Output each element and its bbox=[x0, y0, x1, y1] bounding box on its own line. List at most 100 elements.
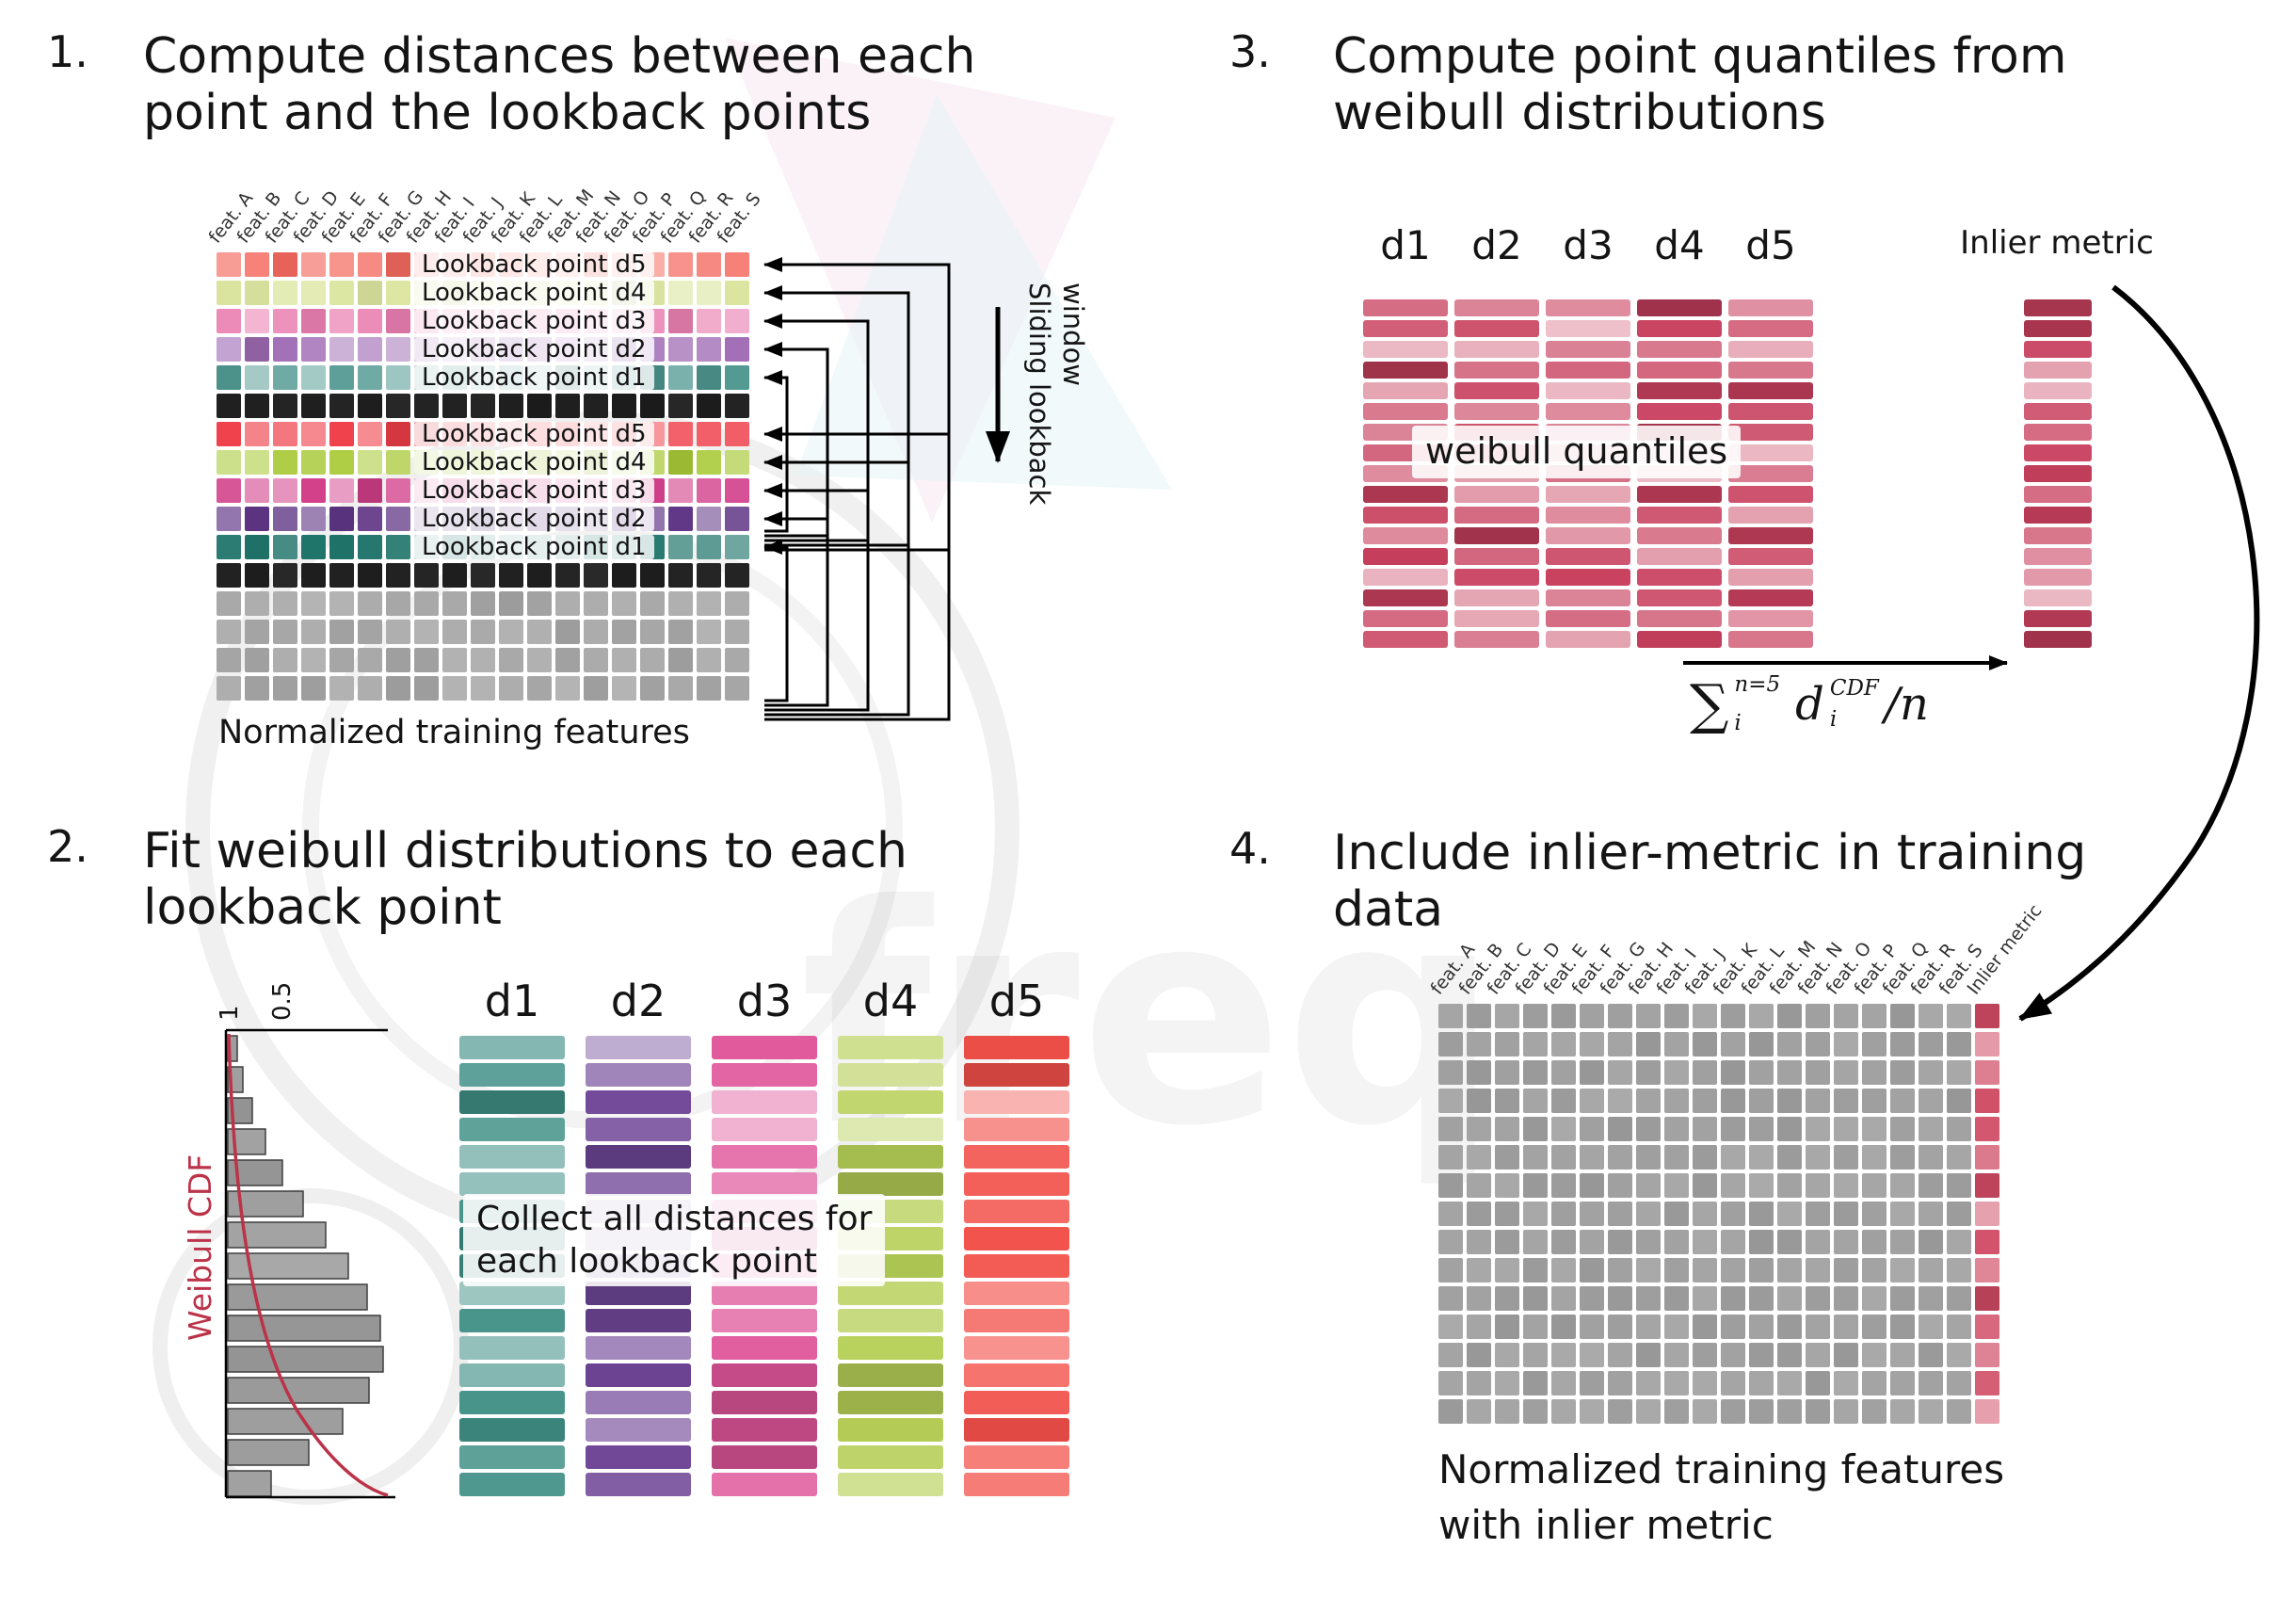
feature-cell bbox=[1467, 1202, 1491, 1226]
quantile-bar bbox=[1637, 299, 1722, 316]
feature-cell bbox=[1495, 1258, 1519, 1282]
feature-cell bbox=[217, 535, 241, 559]
step-2-number: 2. bbox=[47, 821, 88, 872]
feature-cell bbox=[1919, 1258, 1943, 1282]
feature-cell bbox=[1862, 1315, 1887, 1339]
training-with-inlier-caption: Normalized training features with inlier… bbox=[1438, 1446, 2005, 1548]
feature-cell bbox=[1721, 1371, 1745, 1395]
feature-cell bbox=[245, 337, 269, 362]
feature-cell bbox=[442, 676, 467, 701]
feature-cell bbox=[1919, 1004, 1943, 1028]
quantile-column-header: d5 bbox=[1745, 222, 1796, 268]
feature-cell bbox=[358, 450, 382, 475]
feature-cell bbox=[1523, 1315, 1548, 1339]
feature-cell bbox=[1438, 1230, 1463, 1254]
feature-cell bbox=[1551, 1089, 1576, 1113]
feature-cell bbox=[1834, 1060, 1858, 1085]
feature-cell bbox=[499, 620, 523, 644]
distance-bar bbox=[459, 1336, 565, 1360]
inlier-bar bbox=[2024, 299, 2092, 316]
feature-cell bbox=[1664, 1173, 1689, 1198]
distance-column-header: d1 bbox=[484, 976, 540, 1026]
feature-cell bbox=[1806, 1173, 1830, 1198]
quantile-bar bbox=[1546, 486, 1630, 503]
lookback-row-label: Lookback point d3 bbox=[414, 478, 654, 503]
feature-cell bbox=[1777, 1230, 1802, 1254]
feature-cell bbox=[1919, 1230, 1943, 1254]
histogram-bar bbox=[227, 1346, 384, 1373]
feature-cell bbox=[217, 252, 241, 277]
feature-cell bbox=[273, 535, 297, 559]
quantile-bar bbox=[1546, 548, 1630, 565]
distance-bar bbox=[459, 1445, 565, 1469]
feature-cell bbox=[640, 648, 665, 672]
feature-cell bbox=[725, 365, 749, 390]
feature-cell bbox=[442, 591, 467, 616]
feature-cell bbox=[1749, 1032, 1774, 1057]
feature-cell bbox=[555, 648, 580, 672]
feature-cell bbox=[668, 252, 693, 277]
feature-cell bbox=[1580, 1343, 1604, 1367]
feature-cell bbox=[499, 591, 523, 616]
feature-cell bbox=[697, 450, 721, 475]
distance-bar bbox=[459, 1172, 565, 1196]
feature-cell bbox=[1862, 1258, 1887, 1282]
feature-cell bbox=[1693, 1173, 1717, 1198]
feature-cell bbox=[725, 507, 749, 531]
feature-cell bbox=[668, 648, 693, 672]
step-3-number: 3. bbox=[1229, 26, 1271, 77]
feature-cell bbox=[697, 620, 721, 644]
inlier-metric-label: Inlier metric bbox=[1960, 224, 2154, 262]
feature-cell bbox=[1693, 1230, 1717, 1254]
distance-column-header: d3 bbox=[736, 976, 793, 1026]
feature-cell bbox=[301, 281, 326, 305]
feature-cell bbox=[668, 591, 693, 616]
feature-cell bbox=[1947, 1032, 1971, 1057]
feature-cell bbox=[1749, 1089, 1774, 1113]
feature-cell bbox=[329, 394, 354, 418]
feature-cell bbox=[725, 591, 749, 616]
feature-cell bbox=[273, 591, 297, 616]
feature-cell bbox=[1947, 1004, 1971, 1028]
cdf-tick-1: 1 bbox=[216, 1005, 244, 1021]
feature-cell bbox=[1664, 1230, 1689, 1254]
feature-cell bbox=[1467, 1315, 1491, 1339]
distance-symbol: d bbox=[1795, 678, 1824, 731]
feature-cell bbox=[1862, 1202, 1887, 1226]
quantile-bar bbox=[1637, 382, 1722, 399]
feature-cell bbox=[1438, 1258, 1463, 1282]
feature-cell bbox=[386, 648, 410, 672]
feature-cell bbox=[1580, 1315, 1604, 1339]
feature-cell bbox=[1438, 1286, 1463, 1311]
feature-cell bbox=[1495, 1117, 1519, 1141]
feature-cell bbox=[1664, 1371, 1689, 1395]
feature-cell bbox=[1862, 1371, 1887, 1395]
feature-cell bbox=[329, 507, 354, 531]
feature-cell bbox=[1890, 1173, 1915, 1198]
quantile-bar bbox=[1637, 362, 1722, 379]
feature-cell bbox=[584, 563, 608, 588]
feature-cell bbox=[668, 507, 693, 531]
feature-cell bbox=[1580, 1117, 1604, 1141]
feature-cell bbox=[697, 394, 721, 418]
feature-cell bbox=[1438, 1004, 1463, 1028]
step-2-title: Fit weibull distributions to each lookba… bbox=[143, 823, 907, 937]
feature-cell bbox=[217, 563, 241, 588]
feature-cell bbox=[273, 422, 297, 446]
feature-cell bbox=[725, 337, 749, 362]
feature-cell bbox=[1890, 1117, 1915, 1141]
feature-cell bbox=[1551, 1145, 1576, 1170]
feature-cell bbox=[1749, 1286, 1774, 1311]
feature-cell bbox=[329, 337, 354, 362]
feature-cell bbox=[1749, 1371, 1774, 1395]
feature-cell bbox=[1721, 1258, 1745, 1282]
distance-bar bbox=[586, 1309, 691, 1332]
distance-bar bbox=[838, 1445, 943, 1469]
quantile-bar bbox=[1637, 548, 1722, 565]
feature-cell bbox=[1664, 1089, 1689, 1113]
feature-cell bbox=[612, 563, 636, 588]
distance-scripts: CDF i bbox=[1830, 678, 1879, 731]
feature-cell bbox=[1664, 1399, 1689, 1424]
feature-cell bbox=[1438, 1315, 1463, 1339]
